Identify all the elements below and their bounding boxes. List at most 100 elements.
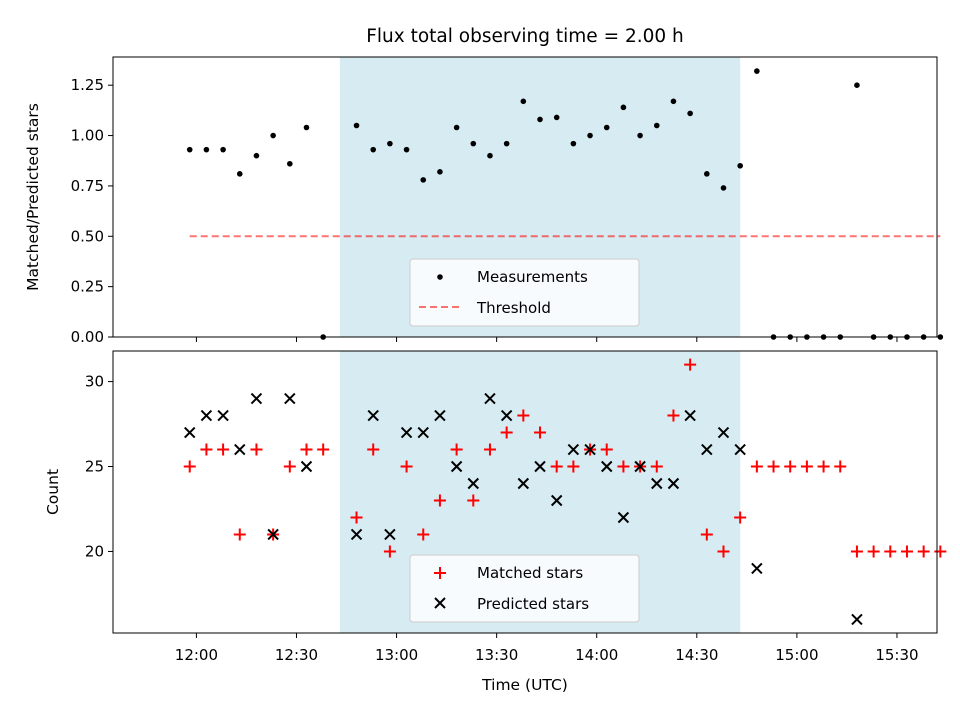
bottom-legend-box <box>409 554 640 623</box>
legend-matched-marker <box>434 567 446 579</box>
matched-star-point <box>850 545 863 558</box>
top-ytick-label: 1.00 <box>71 127 104 145</box>
predicted-star-point <box>450 460 463 473</box>
bottom-axes-frame <box>112 350 938 634</box>
matched-star-point <box>283 460 296 473</box>
predicted-star-point <box>284 392 296 405</box>
measurement-point <box>453 124 460 131</box>
bottom-y-axis-label: Count <box>44 469 62 515</box>
measurement-point <box>737 162 743 169</box>
matched-star-point <box>183 460 196 473</box>
matched-star-point <box>617 460 630 473</box>
predicted-star-point <box>751 562 763 575</box>
top-ytick-label: 0.50 <box>71 227 104 245</box>
predicted-star-point <box>234 443 246 456</box>
measurement-point <box>470 140 477 147</box>
bottom-ytick-label: 20 <box>85 542 104 560</box>
matched-star-point <box>767 460 780 473</box>
matched-star-point <box>367 443 380 456</box>
predicted-star-point <box>617 511 630 524</box>
predicted-star-point <box>300 460 313 473</box>
measurement-point <box>437 169 443 175</box>
measurement-point <box>403 146 410 153</box>
matched-star-point <box>750 460 763 473</box>
matched-star-point <box>784 460 797 473</box>
predicted-star-point <box>567 443 580 456</box>
matched-star-point <box>317 443 330 456</box>
predicted-star-point <box>434 409 446 422</box>
measurement-point <box>220 146 226 153</box>
matched-star-point <box>350 511 363 524</box>
matched-star-point <box>450 443 463 456</box>
top-ytick-label: 1.25 <box>71 76 104 94</box>
measurement-point <box>620 104 627 111</box>
legend-measurements-label: Measurements <box>477 268 588 286</box>
measurement-point <box>653 122 660 129</box>
xtick-label: 14:00 <box>575 646 618 664</box>
matched-star-point <box>600 443 613 456</box>
matched-star-point <box>550 460 563 473</box>
measurement-point <box>553 114 560 121</box>
matched-star-point <box>867 545 880 558</box>
bottom-ytick-label: 30 <box>85 373 104 391</box>
measurement-point <box>353 122 360 129</box>
matched-star-point <box>383 545 396 558</box>
predicted-star-point <box>184 426 196 439</box>
predicted-star-point <box>651 477 663 490</box>
bottom-legend: Matched stars Predicted stars <box>409 554 640 623</box>
legend-predicted-label: Predicted stars <box>477 595 589 613</box>
predicted-star-point <box>684 409 696 422</box>
measurement-point <box>303 124 310 131</box>
matched-star-point <box>217 443 230 456</box>
measurement-point <box>720 185 727 191</box>
legend-predicted-marker <box>434 597 446 609</box>
predicted-star-point <box>584 443 596 456</box>
measurement-point <box>503 140 510 147</box>
predicted-star-point <box>550 494 563 507</box>
legend-measurements-marker <box>437 274 443 280</box>
matched-star-point <box>467 494 480 507</box>
bottom-panel: 20 25 30 12:00 12:30 13:00 13:30 14:00 14:30 15:… <box>44 350 947 694</box>
matched-star-point <box>500 426 513 439</box>
matched-star-point <box>667 409 680 422</box>
matched-star-point <box>200 443 213 456</box>
predicted-star-point <box>217 409 229 422</box>
predicted-star-point <box>467 477 479 490</box>
measurement-point <box>270 132 276 139</box>
xtick-label: 13:30 <box>475 646 518 664</box>
predicted-star-point <box>400 426 413 439</box>
measurement-point <box>937 334 944 340</box>
predicted-star-point <box>367 409 379 422</box>
measurement-point <box>704 171 710 177</box>
measurement-point <box>186 146 193 153</box>
top-legend: Measurements Threshold <box>409 258 640 327</box>
matched-star-point <box>233 528 246 541</box>
measurement-point <box>687 110 693 117</box>
xtick-label: 14:30 <box>675 646 718 664</box>
top-ytick-label: 0.25 <box>71 278 104 296</box>
matched-star-point <box>834 460 847 473</box>
matched-star-point <box>884 545 897 558</box>
xtick-label: 15:30 <box>875 646 918 664</box>
xtick-label: 12:00 <box>175 646 218 664</box>
measurement-point <box>603 124 610 131</box>
matched-star-point <box>717 545 730 558</box>
matched-star-point <box>734 511 747 524</box>
measurement-point <box>420 177 427 183</box>
matched-star-point <box>650 460 663 473</box>
matched-star-point <box>900 545 913 558</box>
xtick-label: 12:30 <box>275 646 318 664</box>
top-ytick-label: 0.75 <box>71 177 104 195</box>
top-y-axis-label: Matched/Predicted stars <box>24 103 42 291</box>
predicted-star-point <box>634 460 646 473</box>
measurement-point <box>236 171 243 177</box>
predicted-star-point <box>734 443 746 456</box>
predicted-star-point <box>250 392 263 405</box>
measurement-point <box>203 146 210 153</box>
matched-star-point <box>684 358 697 371</box>
matched-star-point <box>567 460 580 473</box>
matched-star-point <box>433 494 446 507</box>
predicted-star-point <box>667 477 680 490</box>
matched-star-point <box>917 545 930 558</box>
